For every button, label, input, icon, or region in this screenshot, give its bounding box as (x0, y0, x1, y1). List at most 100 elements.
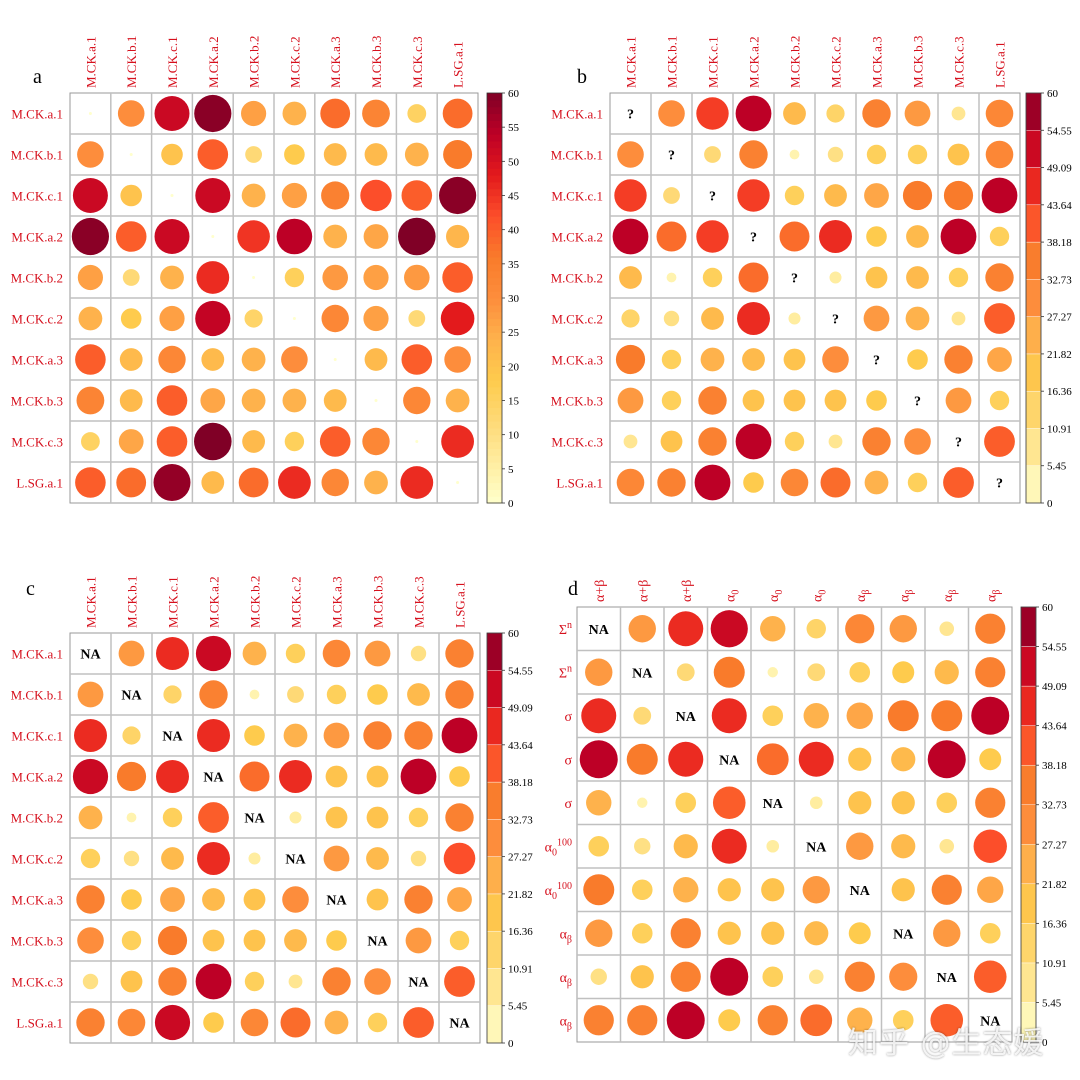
correlation-circle (804, 921, 829, 946)
correlation-circle (281, 346, 308, 373)
correlation-circle (581, 698, 617, 734)
correlation-circle (77, 927, 104, 954)
legend-tick-label: 54.55 (1047, 125, 1072, 137)
column-label: M.CK.c.2 (287, 36, 302, 88)
legend-swatch (1025, 204, 1042, 243)
correlation-circle (77, 681, 104, 708)
correlation-circle (979, 748, 1002, 771)
correlation-circle (201, 348, 225, 371)
correlation-circle (333, 358, 337, 361)
correlation-circle (323, 845, 350, 872)
panel-letter: c (26, 578, 35, 600)
column-label: αβ (941, 590, 959, 602)
legend-swatch (487, 120, 502, 128)
correlation-circle (456, 481, 460, 484)
diagonal-label: ? (750, 231, 757, 246)
correlation-circle (670, 918, 701, 949)
correlation-circle (676, 663, 695, 682)
correlation-circle (117, 100, 145, 127)
correlation-circle (696, 220, 729, 253)
legend-swatch (487, 311, 502, 320)
correlation-circle (284, 929, 307, 952)
correlation-circle (238, 467, 269, 498)
row-label: M.CK.c.1 (551, 189, 603, 204)
correlation-circle (824, 389, 847, 412)
correlation-circle (586, 790, 612, 816)
correlation-circle (975, 657, 1006, 688)
correlation-circle (614, 179, 647, 212)
correlation-circle (637, 797, 648, 808)
legend-swatch (487, 270, 502, 279)
correlation-circle (283, 723, 308, 748)
correlation-circle (985, 263, 1014, 292)
column-label: α0 (723, 590, 741, 602)
correlation-circle (737, 302, 770, 335)
correlation-circle (783, 389, 806, 412)
legend-tick-label: 55 (508, 122, 520, 134)
column-label: α+β (593, 580, 608, 602)
panel-letter: b (577, 66, 587, 88)
correlation-circle (863, 305, 890, 332)
row-label: αβ (560, 971, 572, 989)
legend-tick-label: 0 (1042, 1037, 1048, 1049)
correlation-circle (809, 796, 823, 810)
legend-swatch (487, 168, 502, 176)
diagonal-label: ? (914, 395, 921, 410)
panel-a: a M.CK.a.1 M.CK.b.1 M.CK.c.1 M.CK.a.2 M.CK.b.… (11, 36, 520, 510)
correlation-circle (119, 348, 143, 371)
legend-tick-label: 49.09 (508, 703, 533, 715)
column-label: M.CK.a.2 (747, 36, 762, 88)
correlation-circle (404, 885, 433, 914)
correlation-circle (123, 850, 140, 867)
legend-swatch (1020, 883, 1037, 924)
correlation-circle (401, 344, 433, 375)
correlation-circle (711, 698, 747, 734)
correlation-circle (828, 434, 843, 449)
correlation-circle (663, 310, 680, 327)
row-label: M.CK.b.1 (11, 148, 63, 163)
correlation-circle (822, 346, 849, 373)
correlation-circle (400, 758, 437, 795)
correlation-circle (323, 722, 350, 749)
legend-tick-label: 32.73 (508, 814, 533, 826)
correlation-circle (907, 349, 928, 370)
correlation-circle (160, 887, 185, 912)
correlation-circle (762, 705, 784, 727)
legend-swatch (487, 373, 502, 381)
correlation-circle (326, 684, 347, 705)
correlation-circle (367, 684, 388, 705)
legend-tick-label: 21.82 (1047, 349, 1072, 361)
row-label: M.CK.c.2 (551, 312, 603, 327)
correlation-circle (784, 431, 805, 452)
correlation-circle (696, 97, 729, 130)
column-label: M.CK.c.1 (706, 36, 721, 88)
diagonal-label: NA (763, 797, 784, 812)
column-label: αβ (897, 590, 915, 602)
legend-colorbar: 0 5.45 10.91 16.36 21.82 27.27 32.73 38.18 43.64… (1025, 88, 1072, 510)
panel-b: b M.CK.a.1 M.CK.b.1 M.CK.c.1 M.CK.a.2 M.CK.b.… (551, 36, 1073, 510)
correlation-circle (326, 930, 347, 951)
correlation-circle (585, 919, 613, 947)
correlation-circle (700, 347, 725, 372)
correlation-circle (742, 389, 765, 412)
diagonal-label: ? (791, 272, 798, 287)
correlation-circle (943, 467, 974, 498)
correlation-circle (405, 927, 432, 954)
correlation-circle (710, 957, 749, 996)
legend-tick-label: 43.64 (508, 740, 533, 752)
correlation-circle (826, 104, 845, 123)
correlation-circle (364, 348, 388, 371)
column-label: M.CK.c.3 (410, 36, 425, 88)
correlation-circle (783, 348, 806, 371)
correlation-circle (324, 1010, 349, 1035)
correlation-circle (162, 807, 183, 828)
correlation-circle (931, 700, 963, 732)
correlation-circle (76, 885, 105, 914)
correlation-circle (694, 464, 731, 501)
legend-swatch (487, 475, 502, 484)
column-label: M.CK.b.3 (369, 36, 384, 88)
correlation-circle (120, 308, 142, 329)
legend-swatch (487, 222, 502, 231)
correlation-circle (200, 388, 226, 413)
row-label: M.CK.b.2 (11, 271, 63, 286)
